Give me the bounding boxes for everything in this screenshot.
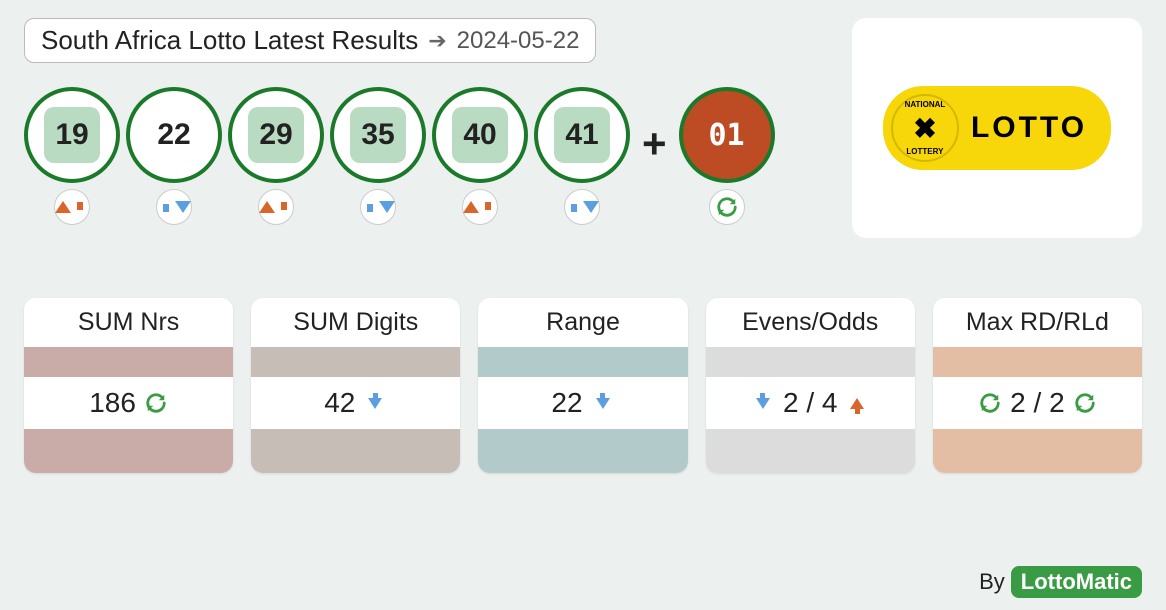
stat-label: SUM Digits — [251, 298, 460, 347]
ball-number: 29 — [248, 107, 304, 163]
stat-value-text: 22 — [551, 387, 582, 419]
ball-number: 19 — [44, 107, 100, 163]
stat-label: Max RD/RLd — [933, 298, 1142, 347]
ball-column: 41 — [534, 87, 630, 225]
stat-value: 2 / 4 — [706, 377, 915, 429]
ball-number: 41 — [554, 107, 610, 163]
arrow-up-icon — [54, 189, 90, 225]
ball-column: 40 — [432, 87, 528, 225]
plus-separator: + — [636, 120, 673, 168]
refresh-icon — [1073, 391, 1097, 415]
stat-value-text: 2 / 4 — [783, 387, 837, 419]
stat-value: 186 — [24, 377, 233, 429]
refresh-icon — [709, 189, 745, 225]
byline-brand: LottoMatic — [1011, 566, 1142, 598]
lotto-ball: 29 — [228, 87, 324, 183]
balls-row: 19 22 29 35 40 41 +01 — [24, 87, 840, 225]
arrow-down-icon — [363, 391, 387, 415]
arrow-up-icon — [462, 189, 498, 225]
stat-band — [478, 347, 687, 377]
stat-band — [24, 347, 233, 377]
lotto-ball: 22 — [126, 87, 222, 183]
stat-label: Evens/Odds — [706, 298, 915, 347]
ball-number: 40 — [452, 107, 508, 163]
stats-row: SUM Nrs 186 SUM Digits 42 Range 22 Evens/Odds… — [24, 298, 1142, 473]
lotto-ball: 40 — [432, 87, 528, 183]
ball-number: 22 — [146, 107, 202, 163]
arrow-right-icon: ➔ — [428, 28, 446, 54]
byline-prefix: By — [979, 569, 1005, 595]
bonus-ball: 01 — [679, 87, 775, 183]
arrow-down-icon — [751, 391, 775, 415]
stat-band — [251, 347, 460, 377]
stat-card: Evens/Odds 2 / 4 — [706, 298, 915, 473]
arrow-down-icon — [564, 189, 600, 225]
refresh-icon — [144, 391, 168, 415]
lotto-ball: 19 — [24, 87, 120, 183]
stat-value-text: 42 — [324, 387, 355, 419]
stat-value: 22 — [478, 377, 687, 429]
stat-value-text: 186 — [89, 387, 136, 419]
ball-column: 22 — [126, 87, 222, 225]
stat-card: Max RD/RLd 2 / 2 — [933, 298, 1142, 473]
stat-band — [706, 347, 915, 377]
stat-band — [24, 429, 233, 473]
ball-column: 29 — [228, 87, 324, 225]
stat-value: 2 / 2 — [933, 377, 1142, 429]
byline: By LottoMatic — [979, 566, 1142, 598]
ball-column: 19 — [24, 87, 120, 225]
arrow-down-icon — [156, 189, 192, 225]
stat-band — [478, 429, 687, 473]
title-bar: South Africa Lotto Latest Results ➔ 2024… — [24, 18, 596, 63]
stat-card: Range 22 — [478, 298, 687, 473]
lotto-ball: 41 — [534, 87, 630, 183]
arrow-up-icon — [258, 189, 294, 225]
page-title: South Africa Lotto Latest Results — [41, 25, 418, 56]
stat-band — [251, 429, 460, 473]
lotto-wordmark: LOTTO — [971, 111, 1087, 145]
stat-value-text: 2 / 2 — [1010, 387, 1064, 419]
national-lottery-icon: NATIONAL ✖ LOTTERY — [891, 94, 959, 162]
ball-number: 35 — [350, 107, 406, 163]
result-date: 2024-05-22 — [457, 27, 580, 55]
stat-label: SUM Nrs — [24, 298, 233, 347]
arrow-down-icon — [591, 391, 615, 415]
stat-card: SUM Digits 42 — [251, 298, 460, 473]
stat-value: 42 — [251, 377, 460, 429]
ball-column: 35 — [330, 87, 426, 225]
arrow-up-icon — [845, 391, 869, 415]
bonus-ball-column: 01 — [679, 87, 775, 225]
stat-band — [706, 429, 915, 473]
arrow-down-icon — [360, 189, 396, 225]
logo-card: NATIONAL ✖ LOTTERY LOTTO — [852, 18, 1142, 238]
stat-card: SUM Nrs 186 — [24, 298, 233, 473]
lotto-ball: 35 — [330, 87, 426, 183]
stat-label: Range — [478, 298, 687, 347]
refresh-icon — [978, 391, 1002, 415]
lotto-logo: NATIONAL ✖ LOTTERY LOTTO — [883, 86, 1111, 170]
stat-band — [933, 429, 1142, 473]
stat-band — [933, 347, 1142, 377]
